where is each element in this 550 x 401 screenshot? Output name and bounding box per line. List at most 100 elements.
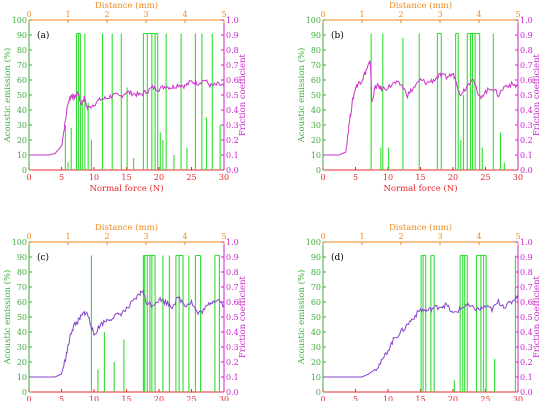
y-right-tick-label: 0.8	[520, 46, 533, 55]
y-right-tick-label: 0.3	[520, 121, 533, 130]
y-right-tick-label: 0.1	[226, 151, 239, 160]
x2-tick-label: 3	[437, 232, 442, 241]
y-right-tick-label: 0.9	[226, 31, 239, 40]
y-right-tick-label: 0.1	[520, 373, 533, 382]
x-tick-label: 5	[353, 173, 358, 182]
y-right-tick-label: 0.9	[520, 253, 533, 262]
y-left-tick-label: 10	[311, 373, 321, 382]
x2-tick-label: 3	[437, 10, 442, 19]
y-right-tick-label: 0.1	[520, 151, 533, 160]
y-left-axis-title: Acoustic emission (%)	[296, 48, 307, 144]
y-left-tick-label: 90	[311, 253, 321, 262]
x-tick-label: 25	[480, 395, 490, 401]
x-tick-label: 25	[480, 173, 490, 182]
x2-tick-label: 5	[515, 10, 520, 19]
x2-tick-label: 5	[221, 10, 226, 19]
x2-tick-label: 4	[182, 10, 187, 19]
y-right-tick-label: 0.2	[226, 136, 239, 145]
y-left-tick-label: 50	[17, 91, 27, 100]
y-left-tick-label: 50	[311, 313, 321, 322]
y-left-tick-label: 20	[17, 358, 27, 367]
x-tick-label: 0	[320, 173, 325, 182]
x-tick-label: 15	[121, 395, 131, 401]
y-right-tick-label: 0.5	[520, 313, 533, 322]
y-left-tick-label: 70	[311, 283, 321, 292]
panel-label: (c)	[37, 252, 49, 263]
y-left-tick-label: 40	[311, 106, 321, 115]
y-right-axis-title: Friction coefficient	[238, 53, 248, 136]
x-axis-title: Normal force (N)	[383, 183, 457, 194]
y-right-tick-label: 0.6	[520, 298, 533, 307]
y-right-tick-label: 0.2	[520, 136, 533, 145]
y-right-tick-label: 0.1	[226, 373, 239, 382]
x-tick-label: 25	[186, 395, 196, 401]
y-left-tick-label: 0	[316, 388, 321, 397]
y-right-tick-label: 0.4	[520, 328, 533, 337]
y-left-tick-label: 30	[311, 121, 321, 130]
y-left-tick-label: 10	[17, 373, 27, 382]
x-tick-label: 20	[448, 173, 458, 182]
y-left-tick-label: 10	[311, 151, 321, 160]
y-left-tick-label: 80	[17, 46, 27, 55]
y-left-tick-label: 30	[17, 121, 27, 130]
y-right-tick-label: 0.5	[520, 91, 533, 100]
y-left-tick-label: 100	[306, 238, 321, 247]
x2-tick-label: 1	[359, 232, 364, 241]
y-left-axis-title: Acoustic emission (%)	[2, 270, 13, 366]
x-tick-label: 10	[89, 173, 99, 182]
panel-label: (b)	[331, 30, 344, 41]
y-left-tick-label: 0	[316, 166, 321, 175]
x2-tick-label: 3	[143, 10, 148, 19]
y-left-tick-label: 10	[17, 151, 27, 160]
x2-axis-title: Distance (mm)	[95, 0, 158, 11]
x2-tick-label: 2	[104, 10, 109, 19]
y-left-tick-label: 60	[311, 76, 321, 85]
x-axis-title: Normal force (N)	[89, 183, 163, 194]
y-right-tick-label: 0.4	[520, 106, 533, 115]
y-left-tick-label: 20	[311, 136, 321, 145]
y-left-tick-label: 80	[17, 268, 27, 277]
x2-tick-label: 1	[65, 232, 70, 241]
x2-tick-label: 4	[476, 232, 481, 241]
y-right-tick-label: 0.5	[226, 91, 239, 100]
x-tick-label: 10	[383, 173, 393, 182]
y-left-tick-label: 70	[17, 61, 27, 70]
chart-panel-2: 0 5 10 15 20 25 300 1 2 3 4 50102030405060708090100…	[296, 0, 542, 194]
y-right-tick-label: 1.0	[226, 238, 239, 247]
y-left-tick-label: 60	[17, 76, 27, 85]
y-right-tick-label: 0.8	[520, 268, 533, 277]
y-right-tick-label: 0.6	[226, 76, 239, 85]
y-right-tick-label: 0.0	[520, 166, 533, 175]
y-right-tick-label: 0.7	[520, 61, 533, 70]
x-tick-label: 20	[154, 395, 164, 401]
y-right-axis-title: Friction coefficient	[238, 275, 248, 358]
panel-label: (d)	[331, 252, 344, 263]
y-right-tick-label: 0.9	[226, 253, 239, 262]
y-right-axis-title: Friction coefficient	[532, 53, 542, 136]
x2-tick-label: 2	[398, 232, 403, 241]
x2-tick-label: 4	[476, 10, 481, 19]
y-right-tick-label: 0.2	[520, 358, 533, 367]
x2-tick-label: 1	[359, 10, 364, 19]
y-right-tick-label: 1.0	[226, 16, 239, 25]
x2-tick-label: 2	[398, 10, 403, 19]
y-right-tick-label: 1.0	[520, 238, 533, 247]
y-right-tick-label: 0.4	[226, 106, 239, 115]
x-tick-label: 0	[26, 173, 31, 182]
y-right-tick-label: 0.7	[520, 283, 533, 292]
y-left-tick-label: 70	[311, 61, 321, 70]
y-left-tick-label: 60	[17, 298, 27, 307]
y-right-tick-label: 0.4	[226, 328, 239, 337]
friction-line	[29, 79, 225, 156]
y-right-tick-label: 0.2	[226, 358, 239, 367]
chart-panel-1: 0 5 10 15 20 25 300 1 2 3 4 50102030405060708090100…	[2, 0, 248, 194]
x-tick-label: 0	[320, 395, 325, 401]
x-tick-label: 15	[121, 173, 131, 182]
y-left-axis-title: Acoustic emission (%)	[2, 48, 13, 144]
x-tick-label: 0	[26, 395, 31, 401]
x-tick-label: 5	[353, 395, 358, 401]
x2-tick-label: 4	[182, 232, 187, 241]
y-left-tick-label: 30	[17, 343, 27, 352]
y-left-tick-label: 90	[17, 253, 27, 262]
x2-tick-label: 0	[26, 10, 31, 19]
